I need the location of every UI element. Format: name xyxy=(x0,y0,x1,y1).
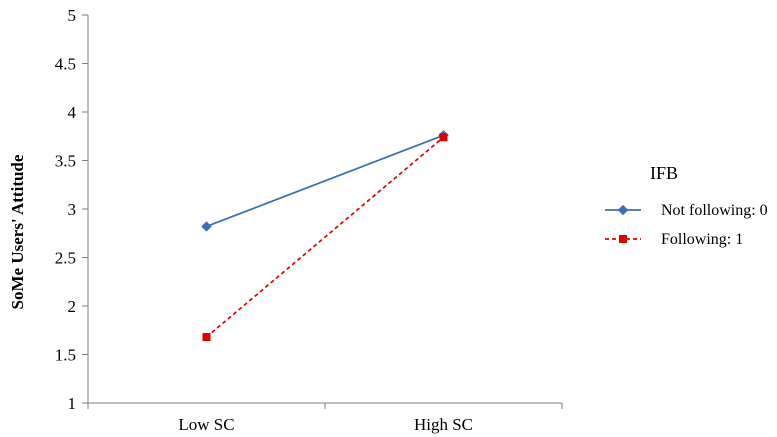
x-ticks: Low SC High SC xyxy=(87,403,563,434)
y-tick-label: 4.5 xyxy=(55,55,76,74)
legend-label: Not following: 0 xyxy=(661,202,768,219)
series-line xyxy=(206,134,444,228)
y-ticks: 1 1.5 2 2.5 3 3.5 4 4.5 5 xyxy=(55,6,88,413)
legend-items: Not following: 0 Following: 1 xyxy=(605,202,768,248)
series-0 xyxy=(201,130,449,232)
legend-title: IFB xyxy=(650,163,678,183)
legend-label: Following: 1 xyxy=(661,231,743,248)
y-tick-label: 4 xyxy=(68,103,77,122)
series-layer xyxy=(201,130,449,342)
y-tick-label: 5 xyxy=(68,6,77,25)
y-axis-title: SoMe Users' Attitude xyxy=(8,154,27,309)
data-point xyxy=(201,221,212,232)
y-tick-label: 1 xyxy=(68,394,77,413)
plot-area: 1 1.5 2 2.5 3 3.5 4 4.5 5 Low SC High SC xyxy=(55,6,563,434)
series-1 xyxy=(202,133,448,342)
y-tick-label: 1.5 xyxy=(55,346,76,365)
y-tick-label: 2.5 xyxy=(55,249,76,268)
legend-item: Following: 1 xyxy=(605,231,743,248)
series-line xyxy=(205,136,445,338)
data-point xyxy=(202,333,211,342)
y-tick-label: 2 xyxy=(68,297,77,316)
legend-item: Not following: 0 xyxy=(605,202,768,219)
y-tick-label: 3.5 xyxy=(55,152,76,171)
x-tick-label: High SC xyxy=(414,415,473,434)
x-tick-label: Low SC xyxy=(178,415,234,434)
data-point xyxy=(439,133,448,142)
data-point xyxy=(619,235,627,243)
legend: IFB Not following: 0 Following: 1 xyxy=(605,163,768,248)
data-point xyxy=(617,204,629,216)
y-tick-label: 3 xyxy=(68,200,77,219)
